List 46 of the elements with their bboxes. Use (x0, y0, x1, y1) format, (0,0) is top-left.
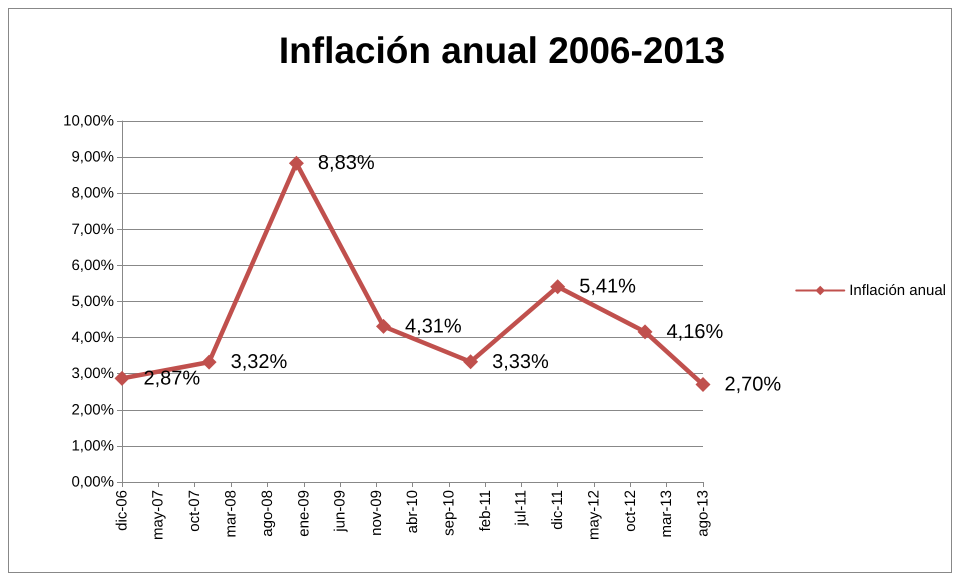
y-tick-label: 2,00% (71, 401, 114, 418)
y-tick-label: 9,00% (71, 148, 114, 166)
data-label: 2,87% (144, 367, 200, 390)
x-tick-label: oct-12 (622, 490, 639, 532)
x-tick-label: ene-09 (295, 490, 312, 537)
x-tick-label: sep-10 (440, 490, 458, 536)
data-label: 5,41% (579, 276, 636, 298)
point (114, 370, 130, 386)
point (376, 318, 392, 334)
point (202, 354, 217, 370)
x-tick-label: abr-10 (404, 490, 421, 534)
point (638, 324, 653, 340)
x-tick-label: may-07 (150, 490, 167, 540)
legend-label: Inflación anual (849, 282, 946, 299)
y-tick-label: 6,00% (71, 256, 114, 274)
point (550, 279, 566, 294)
x-tick-label: dic-06 (114, 490, 130, 531)
data-label: 4,31% (405, 315, 462, 338)
x-tick-label: may-12 (585, 490, 602, 540)
data-label: 3,32% (230, 351, 288, 374)
data-label: 8,83% (318, 152, 375, 174)
x-tick-label: ago-13 (694, 490, 712, 537)
point (463, 354, 478, 370)
y-tick-label: 4,00% (71, 329, 114, 346)
y-tick-label: 7,00% (71, 220, 114, 238)
y-tick-label: 10,00% (63, 112, 114, 130)
x-tick-label: dic-11 (549, 490, 566, 530)
y-tick-label: 3,00% (71, 365, 114, 382)
x-tick-label: jun-09 (331, 490, 348, 533)
x-tick-label: feb-11 (476, 490, 494, 532)
y-tick-label: 8,00% (71, 184, 114, 202)
data-label: 3,33% (492, 350, 550, 373)
x-tick-label: oct-07 (186, 490, 204, 532)
point (696, 377, 710, 392)
y-tick-label: 5,00% (71, 293, 114, 310)
point (288, 156, 304, 171)
x-tick-label: mar-08 (222, 490, 240, 538)
data-label: 4,16% (666, 320, 724, 343)
x-tick-label: jul-11 (512, 490, 530, 527)
x-tick-label: ago-08 (258, 490, 276, 537)
y-tick-label: 0,00% (71, 474, 114, 490)
chart-title: Inflación anual 2006-2013 (278, 30, 726, 71)
x-tick-label: nov-09 (368, 490, 385, 536)
x-tick-label: mar-13 (658, 490, 675, 538)
data-label: 2,70% (724, 374, 782, 396)
y-tick-label: 1,00% (71, 437, 114, 454)
